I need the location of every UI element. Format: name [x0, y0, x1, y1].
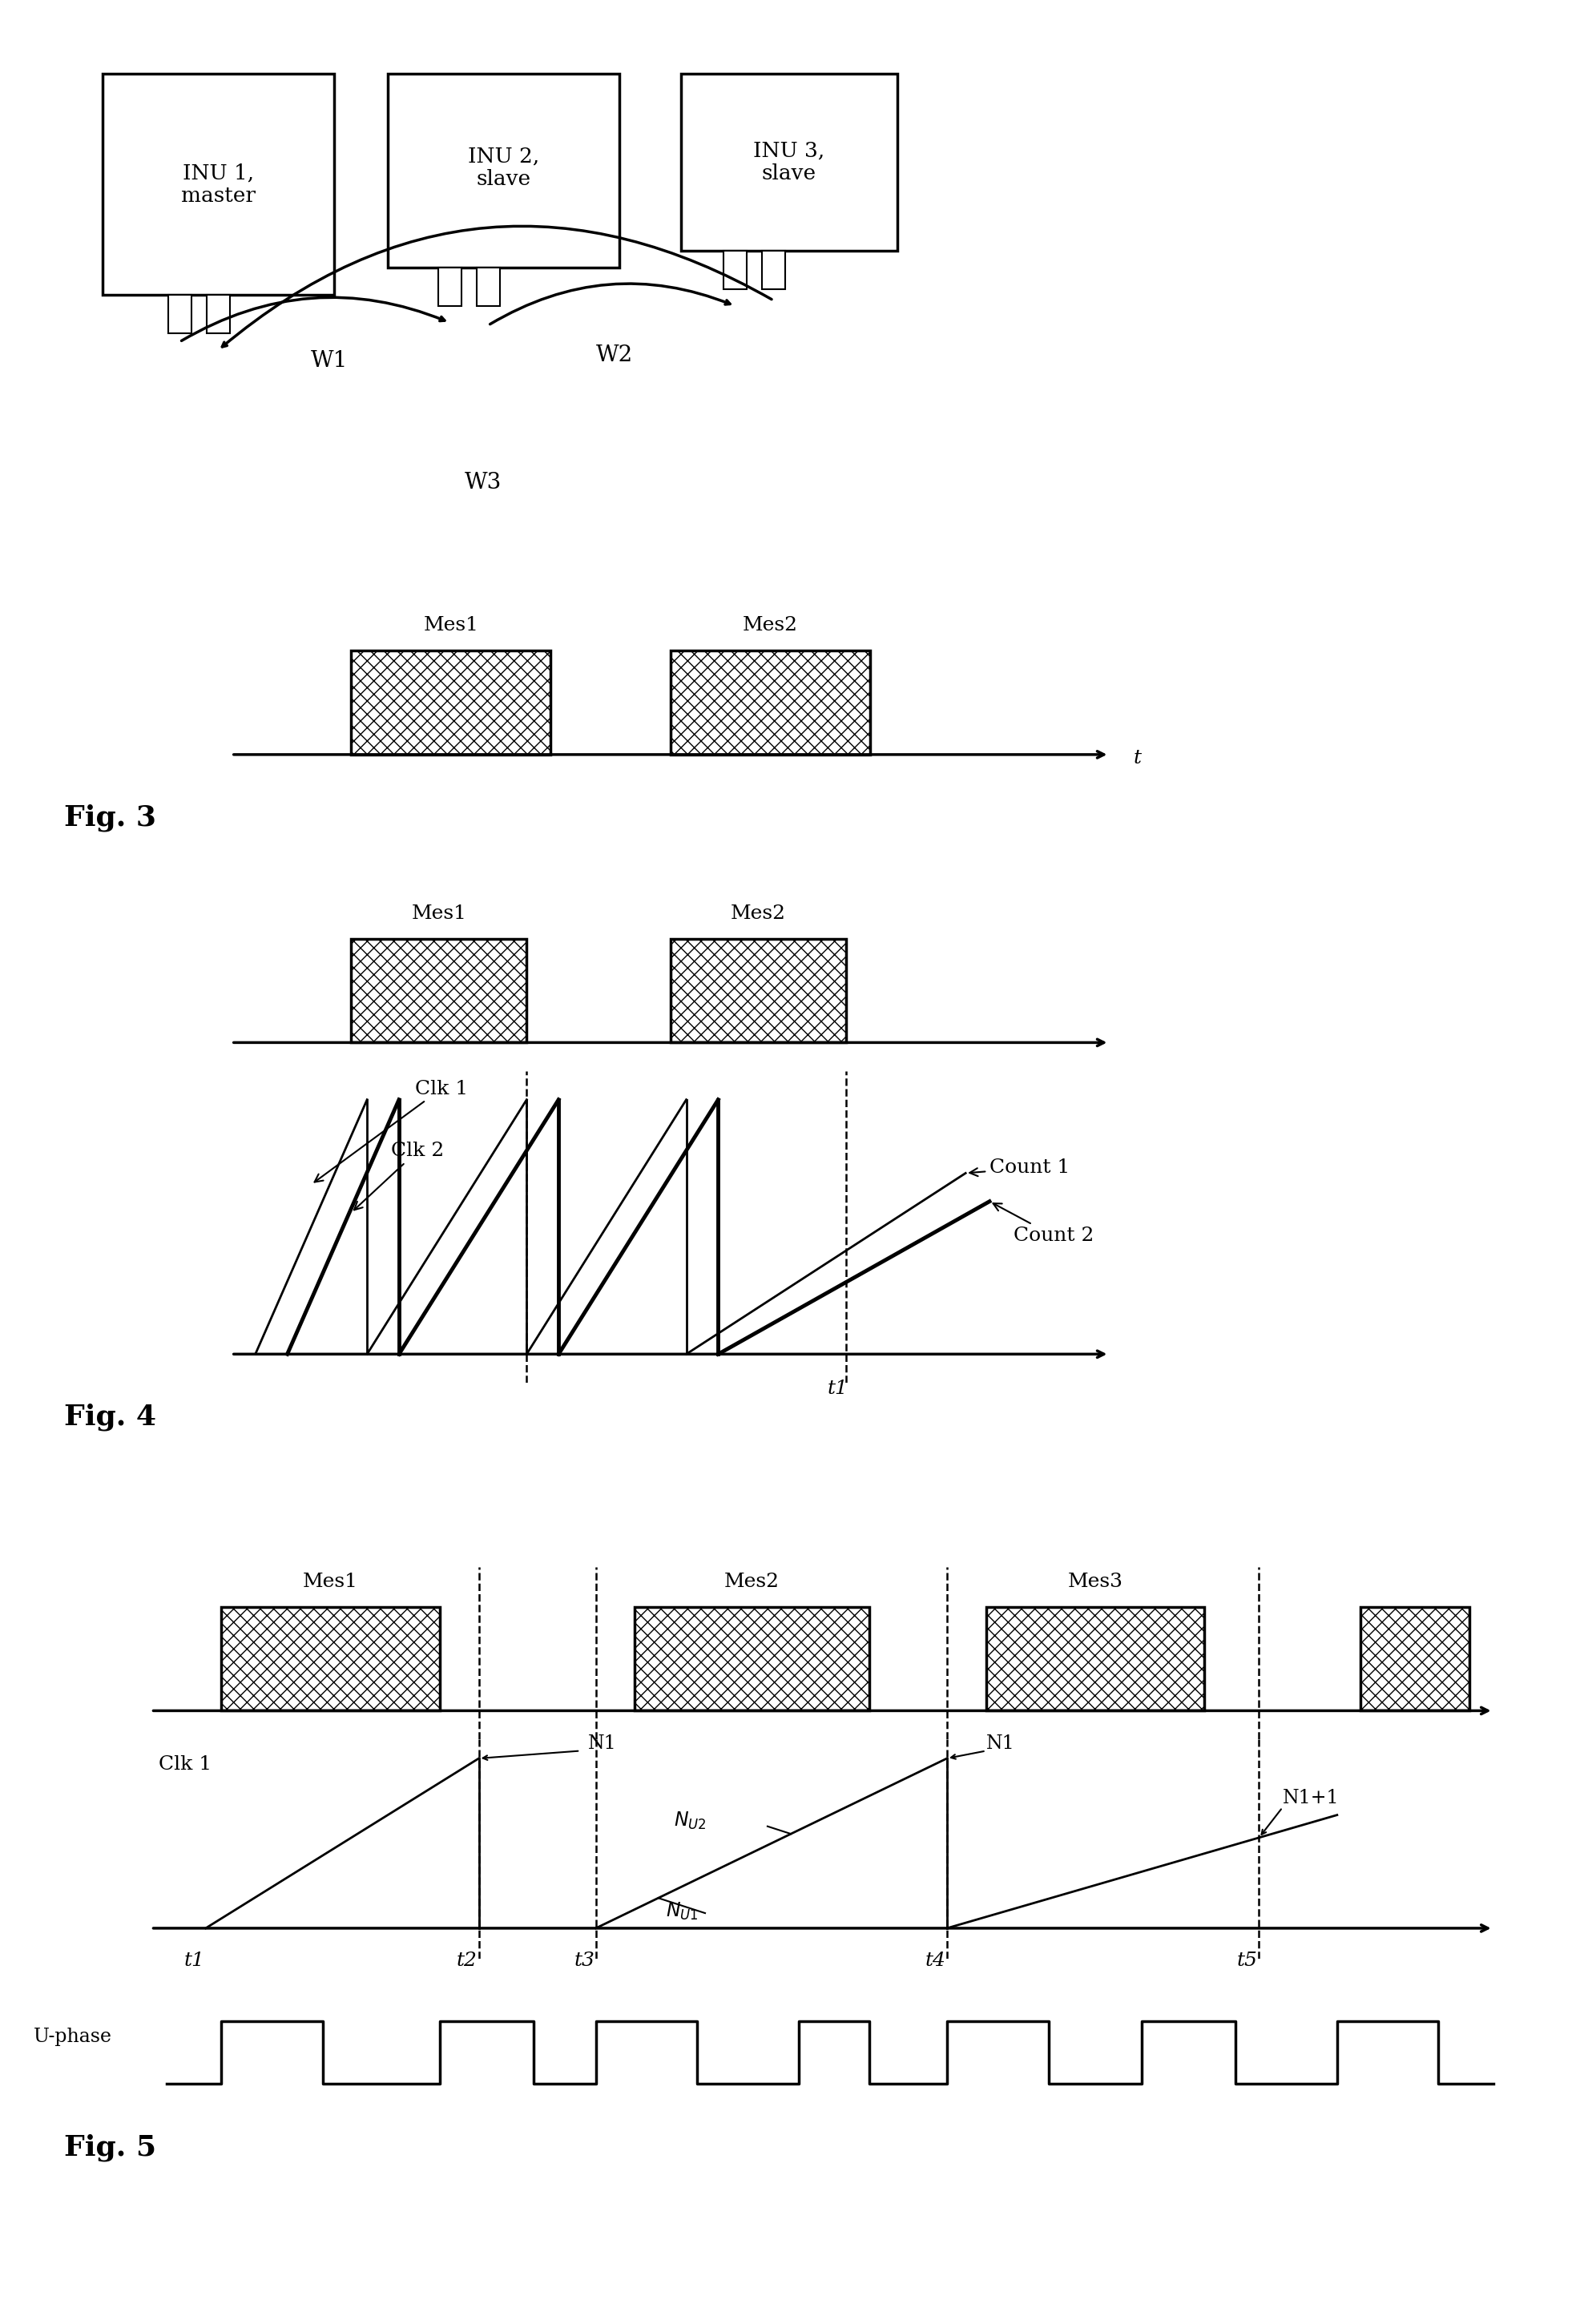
Bar: [723, 251, 747, 290]
Text: t2: t2: [456, 1951, 477, 1970]
Bar: [102, 74, 334, 295]
Text: t1: t1: [828, 1380, 847, 1399]
Bar: [437, 267, 461, 306]
Text: t5: t5: [1237, 1951, 1258, 1970]
Bar: [1360, 1608, 1470, 1710]
Text: N1+1: N1+1: [1283, 1790, 1339, 1809]
Text: $N_{U2}$: $N_{U2}$: [674, 1811, 707, 1832]
Text: W2: W2: [595, 343, 634, 366]
Text: Fig. 3: Fig. 3: [64, 804, 156, 832]
Bar: [670, 650, 870, 756]
Bar: [986, 1608, 1205, 1710]
Text: Clk 1: Clk 1: [314, 1081, 468, 1182]
Text: Count 2: Count 2: [993, 1203, 1093, 1244]
Text: INU 2,
slave: INU 2, slave: [468, 145, 539, 189]
Bar: [222, 1608, 440, 1710]
Text: W1: W1: [311, 350, 348, 371]
Text: Clk 1: Clk 1: [160, 1756, 212, 1774]
Text: Clk 2: Clk 2: [354, 1143, 444, 1210]
Text: N1: N1: [986, 1735, 1015, 1753]
Text: W3: W3: [464, 472, 503, 493]
Text: Mes2: Mes2: [725, 1571, 779, 1590]
Text: INU 1,
master: INU 1, master: [180, 164, 255, 205]
Bar: [477, 267, 500, 306]
Bar: [351, 940, 527, 1041]
Text: Fig. 4: Fig. 4: [64, 1403, 156, 1431]
Text: t: t: [1133, 749, 1141, 767]
Bar: [670, 940, 846, 1041]
Bar: [761, 251, 785, 290]
Text: Mes1: Mes1: [303, 1571, 358, 1590]
Text: t3: t3: [575, 1951, 594, 1970]
Text: INU 3,
slave: INU 3, slave: [753, 141, 825, 184]
Text: $N_{U1}$: $N_{U1}$: [666, 1901, 699, 1922]
Text: Mes3: Mes3: [1068, 1571, 1124, 1590]
Bar: [351, 650, 551, 756]
Bar: [168, 295, 192, 334]
Bar: [635, 1608, 868, 1710]
Text: t4: t4: [926, 1951, 945, 1970]
Text: Mes1: Mes1: [423, 615, 479, 634]
Text: N1: N1: [587, 1735, 616, 1753]
Bar: [388, 74, 619, 267]
Text: Mes1: Mes1: [412, 903, 466, 922]
Text: Mes2: Mes2: [731, 903, 785, 922]
Text: t1: t1: [184, 1951, 204, 1970]
Text: U-phase: U-phase: [34, 2028, 112, 2046]
Text: Mes2: Mes2: [742, 615, 798, 634]
Bar: [206, 295, 230, 334]
Text: Count 1: Count 1: [970, 1159, 1069, 1177]
Bar: [681, 74, 897, 251]
Text: Fig. 5: Fig. 5: [64, 2134, 156, 2161]
